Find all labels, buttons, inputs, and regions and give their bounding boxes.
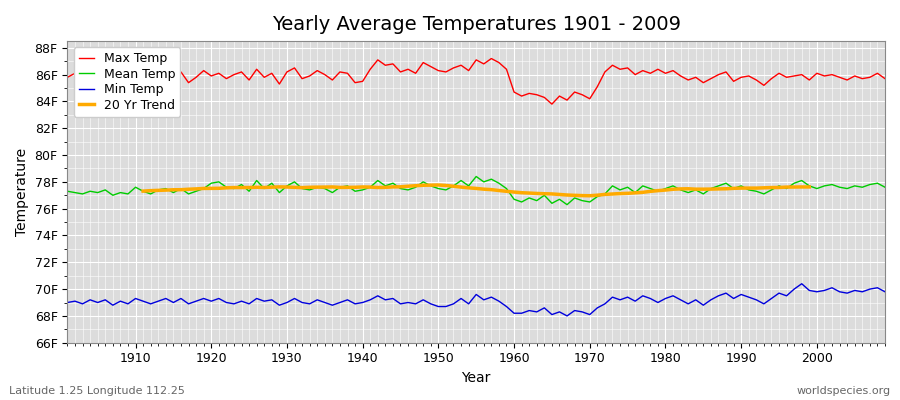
Line: 20 Yr Trend: 20 Yr Trend (143, 185, 809, 196)
Max Temp (546, 102, 557, 106)
Mean Temp (62, 189, 73, 194)
Mean Temp (122, 192, 133, 196)
Mean Temp (615, 188, 626, 192)
20 Yr Trend (804, 184, 814, 189)
Mean Temp (562, 202, 572, 207)
20 Yr Trend (138, 189, 148, 194)
Mean Temp (517, 200, 527, 204)
Line: Mean Temp: Mean Temp (68, 176, 885, 205)
Mean Temp (879, 185, 890, 190)
20 Yr Trend (486, 187, 497, 192)
Max Temp (122, 78, 133, 82)
20 Yr Trend (274, 184, 284, 189)
Min Temp (608, 295, 618, 300)
Mean Temp (471, 174, 482, 179)
Text: Latitude 1.25 Longitude 112.25: Latitude 1.25 Longitude 112.25 (9, 386, 184, 396)
20 Yr Trend (433, 183, 444, 188)
Max Temp (517, 94, 527, 98)
Line: Max Temp: Max Temp (68, 58, 885, 104)
20 Yr Trend (221, 186, 232, 190)
Mean Temp (335, 185, 346, 190)
Mean Temp (289, 180, 300, 184)
20 Yr Trend (395, 184, 406, 189)
20 Yr Trend (584, 193, 595, 198)
Min Temp (122, 302, 133, 306)
Min Temp (508, 311, 519, 316)
Max Temp (289, 66, 300, 70)
Min Temp (289, 296, 300, 301)
Min Temp (879, 289, 890, 294)
Mean Temp (508, 197, 519, 202)
20 Yr Trend (743, 186, 754, 190)
Min Temp (562, 314, 572, 318)
Max Temp (879, 76, 890, 81)
Max Temp (508, 90, 519, 94)
20 Yr Trend (206, 186, 217, 191)
Max Temp (62, 75, 73, 80)
Min Temp (62, 300, 73, 305)
Text: worldspecies.org: worldspecies.org (796, 386, 891, 396)
Max Temp (615, 67, 626, 72)
Legend: Max Temp, Mean Temp, Min Temp, 20 Yr Trend: Max Temp, Mean Temp, Min Temp, 20 Yr Tre… (74, 47, 180, 117)
Line: Min Temp: Min Temp (68, 284, 885, 316)
Max Temp (335, 70, 346, 74)
Y-axis label: Temperature: Temperature (15, 148, 29, 236)
Max Temp (486, 56, 497, 61)
Min Temp (501, 304, 512, 309)
Title: Yearly Average Temperatures 1901 - 2009: Yearly Average Temperatures 1901 - 2009 (272, 15, 680, 34)
Min Temp (335, 300, 346, 305)
X-axis label: Year: Year (462, 371, 490, 385)
Min Temp (796, 281, 807, 286)
